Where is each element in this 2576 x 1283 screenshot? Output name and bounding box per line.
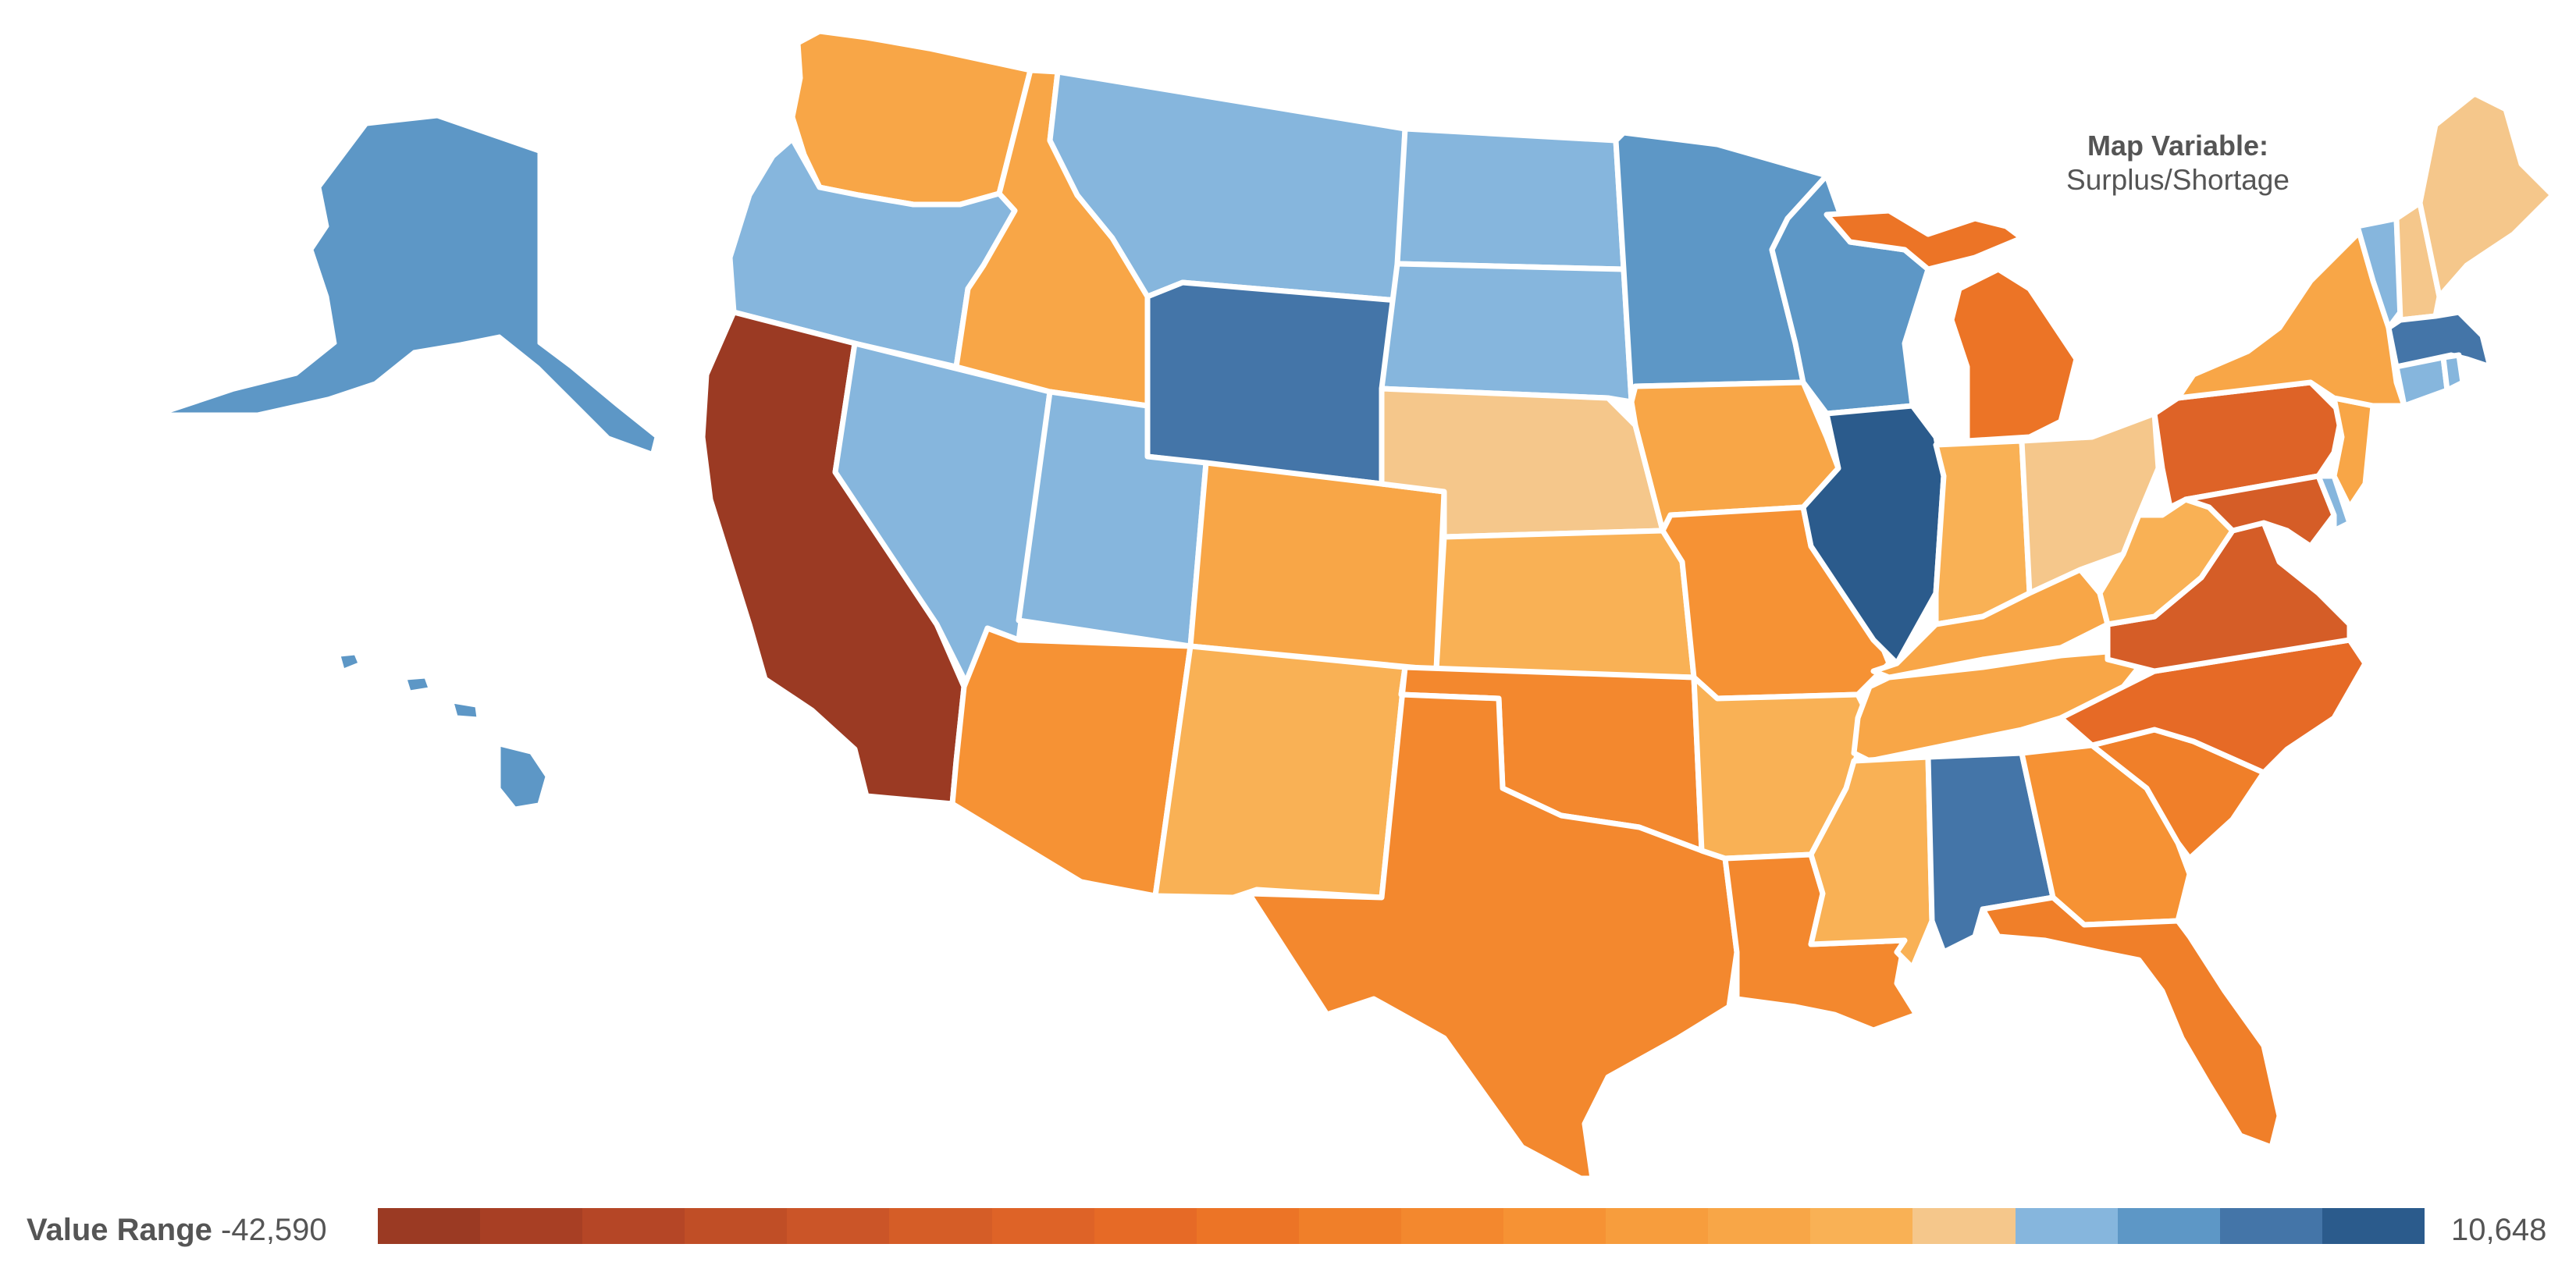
legend-swatch xyxy=(2015,1208,2118,1244)
legend-title: Value Range xyxy=(27,1213,212,1247)
legend-swatch xyxy=(480,1208,583,1244)
state-me[interactable] xyxy=(2417,91,2556,300)
legend-swatch xyxy=(1196,1208,1299,1244)
state-ky[interactable] xyxy=(1870,567,2111,681)
state-ri[interactable] xyxy=(2440,352,2466,393)
legend-swatch xyxy=(1298,1208,1401,1244)
legend-swatch xyxy=(2322,1208,2425,1244)
state-nh[interactable] xyxy=(2393,200,2443,323)
legend-swatch xyxy=(2219,1208,2322,1244)
state-fl[interactable] xyxy=(1980,894,2282,1150)
legend-swatch xyxy=(1810,1208,1913,1244)
legend-swatch xyxy=(582,1208,685,1244)
state-co[interactable] xyxy=(1187,460,1447,673)
state-ks[interactable] xyxy=(1433,528,1697,681)
state-nc[interactable] xyxy=(2058,637,2368,776)
legend-swatch xyxy=(1708,1208,1811,1244)
state-in[interactable] xyxy=(1933,438,2033,627)
legend-label: Value Range -42,590 xyxy=(27,1213,327,1248)
state-ak[interactable] xyxy=(162,116,657,454)
state-az[interactable] xyxy=(949,625,1194,899)
legend-swatch xyxy=(1912,1208,2016,1244)
map-variable-heading: Map Variable: xyxy=(2087,130,2269,162)
legend-swatch xyxy=(1400,1208,1504,1244)
state-wa[interactable] xyxy=(789,28,1034,208)
state-sd[interactable] xyxy=(1379,261,1635,405)
state-vt[interactable] xyxy=(2354,215,2403,331)
legend-min-value: -42,590 xyxy=(221,1213,327,1247)
legend-swatch xyxy=(1094,1208,1197,1244)
state-wy[interactable] xyxy=(1144,279,1400,487)
legend-color-scale xyxy=(378,1208,2425,1244)
state-nm[interactable] xyxy=(1152,643,1408,901)
legend-swatch xyxy=(991,1208,1094,1244)
legend-swatch xyxy=(685,1208,788,1244)
legend-max-value: 10,648 xyxy=(2451,1213,2547,1247)
legend-swatch xyxy=(378,1208,481,1244)
state-nd[interactable] xyxy=(1394,126,1627,272)
legend-swatch xyxy=(2117,1208,2220,1244)
state-nj[interactable] xyxy=(2331,395,2376,510)
legend-swatch xyxy=(787,1208,890,1244)
state-tx[interactable] xyxy=(1246,664,1740,1182)
state-hi[interactable] xyxy=(338,652,548,809)
legend-swatch xyxy=(1503,1208,1606,1244)
state-mi[interactable] xyxy=(1823,208,2080,444)
legend-swatch xyxy=(889,1208,992,1244)
legend-swatch xyxy=(1606,1208,1709,1244)
map-variable-name: Surplus/Shortage xyxy=(2066,164,2290,196)
state-ct[interactable] xyxy=(2393,354,2450,409)
